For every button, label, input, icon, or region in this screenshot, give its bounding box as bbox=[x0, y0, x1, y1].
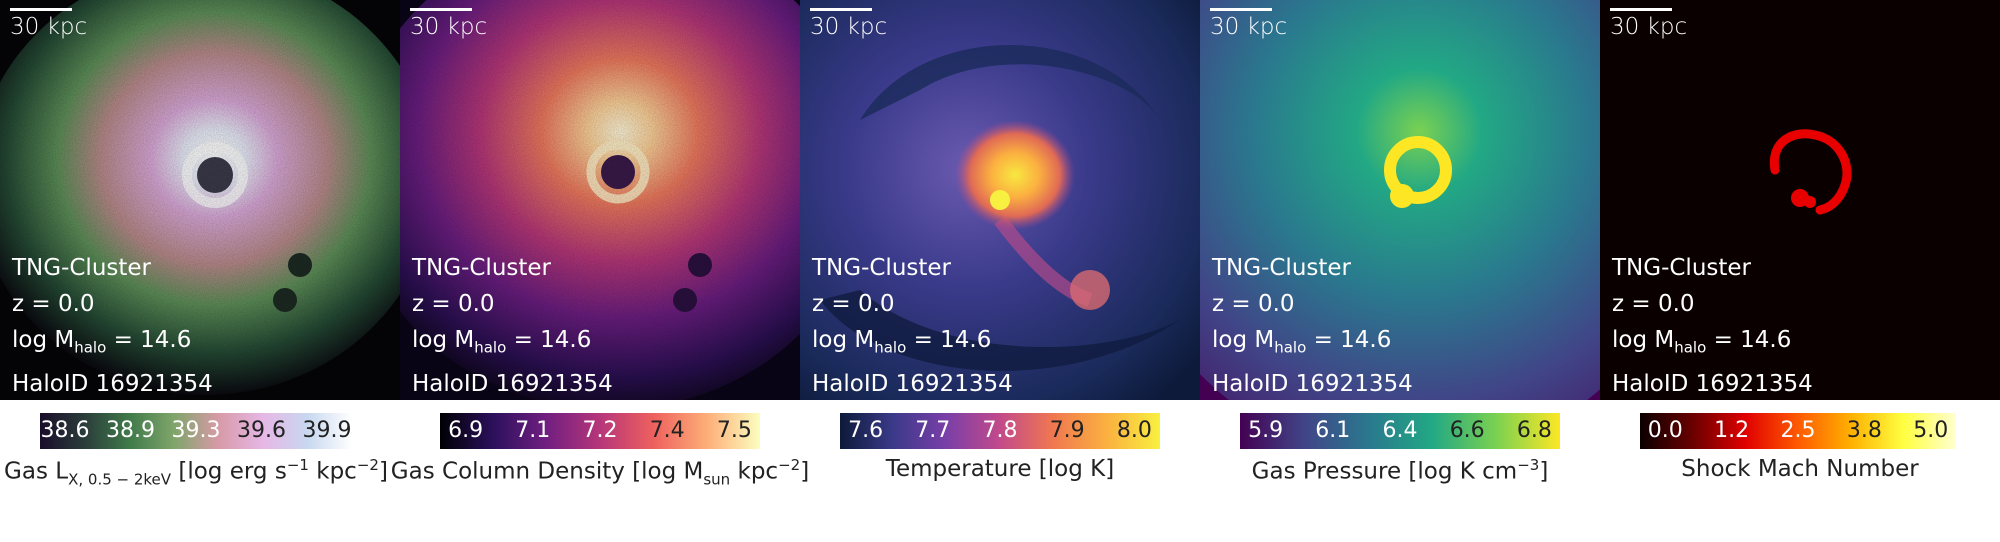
colorbar-label-temperature: Temperature [log K] bbox=[885, 456, 1115, 482]
panel-temperature: 30 kpc TNG-Cluster z = 0.0 log Mhalo = 1… bbox=[800, 0, 1200, 400]
halo-id-label: HaloID 16921354 bbox=[1612, 370, 1813, 397]
colorbar-tick-label: 6.1 bbox=[1315, 418, 1351, 443]
colorbar-shock-mach: 0.0 1.2 2.5 3.8 5.0 bbox=[1640, 413, 1956, 449]
colorbar-tick-label: 3.8 bbox=[1846, 418, 1882, 443]
xray-map-image bbox=[0, 0, 400, 400]
scale-bar bbox=[1210, 8, 1272, 11]
halo-mass-label: log Mhalo = 14.6 bbox=[12, 327, 192, 357]
colorbar-gradient bbox=[1640, 413, 1956, 449]
colorbar-tick-label: 39.9 bbox=[302, 418, 352, 443]
simulation-name: TNG-Cluster bbox=[812, 255, 952, 281]
colorbar-tick-label: 7.9 bbox=[1049, 418, 1085, 443]
scale-label: 30 kpc bbox=[410, 14, 488, 40]
halo-id-label: HaloID 16921354 bbox=[12, 370, 213, 397]
colorbar-column-density: 6.9 7.1 7.2 7.4 7.5 bbox=[440, 413, 760, 449]
pressure-map-image bbox=[1200, 0, 1600, 400]
colorbar-tick-label: 8.0 bbox=[1116, 418, 1152, 443]
colorbar-tick-label: 6.4 bbox=[1382, 418, 1418, 443]
shock-mach-map-image bbox=[1600, 0, 2000, 400]
halo-id-label: HaloID 16921354 bbox=[412, 370, 613, 397]
colorbar-tick-label: 38.6 bbox=[40, 418, 90, 443]
scale-label: 30 kpc bbox=[810, 14, 888, 40]
colorbar-tick-label: 39.3 bbox=[171, 418, 221, 443]
scale-label: 30 kpc bbox=[1210, 14, 1288, 40]
halo-id-label: HaloID 16921354 bbox=[1212, 370, 1413, 397]
colorbar-gradient bbox=[440, 413, 760, 449]
colorbar-tick-label: 38.9 bbox=[105, 418, 155, 443]
panel-pressure: 30 kpc TNG-Cluster z = 0.0 log Mhalo = 1… bbox=[1200, 0, 1600, 400]
colorbar-tick-label: 7.8 bbox=[982, 418, 1018, 443]
halo-mass-label: log Mhalo = 14.6 bbox=[812, 327, 992, 357]
scale-label: 30 kpc bbox=[10, 14, 88, 40]
colorbar-tick-label: 7.7 bbox=[915, 418, 951, 443]
colorbar-tick-label: 7.5 bbox=[716, 418, 752, 443]
redshift-label: z = 0.0 bbox=[1212, 291, 1295, 317]
colorbar-pressure: 5.9 6.1 6.4 6.6 6.8 bbox=[1240, 413, 1560, 449]
temperature-map-image bbox=[800, 0, 1200, 400]
scale-bar bbox=[410, 8, 472, 11]
colorbar-tick-label: 2.5 bbox=[1780, 418, 1816, 443]
halo-mass-label: log Mhalo = 14.6 bbox=[412, 327, 592, 357]
panel-info: TNG-Cluster z = 0.0 log Mhalo = 14.6 Hal… bbox=[12, 250, 213, 400]
scale-bar bbox=[1610, 8, 1672, 11]
panel-info: TNG-Cluster z = 0.0 log Mhalo = 14.6 Hal… bbox=[412, 250, 613, 400]
scale-bar bbox=[810, 8, 872, 11]
redshift-label: z = 0.0 bbox=[1612, 291, 1695, 317]
panel-column-density: 30 kpc TNG-Cluster z = 0.0 log Mhalo = 1… bbox=[400, 0, 800, 400]
halo-mass-label: log Mhalo = 14.6 bbox=[1612, 327, 1792, 357]
colorbar-tick-label: 6.6 bbox=[1449, 418, 1485, 443]
panel-info: TNG-Cluster z = 0.0 log Mhalo = 14.6 Hal… bbox=[812, 250, 1013, 400]
colorbar-gradient bbox=[1240, 413, 1560, 449]
colorbar-label-pressure: Gas Pressure [log K cm−3] bbox=[1251, 456, 1549, 485]
colorbar-label-xray: Gas LX, 0.5 − 2keV [log erg s−1 kpc−2] bbox=[4, 456, 388, 489]
simulation-name: TNG-Cluster bbox=[1612, 255, 1752, 281]
colorbar-tick-label: 0.0 bbox=[1647, 418, 1683, 443]
colorbar-tick-label: 5.0 bbox=[1913, 418, 1949, 443]
redshift-label: z = 0.0 bbox=[12, 291, 95, 317]
column-density-map-image bbox=[400, 0, 800, 400]
colorbar-tick-label: 7.4 bbox=[649, 418, 685, 443]
scale-label: 30 kpc bbox=[1610, 14, 1688, 40]
redshift-label: z = 0.0 bbox=[412, 291, 495, 317]
simulation-name: TNG-Cluster bbox=[412, 255, 552, 281]
halo-id-label: HaloID 16921354 bbox=[812, 370, 1013, 397]
colorbar-tick-label: 7.6 bbox=[848, 418, 884, 443]
colorbar-tick-label: 5.9 bbox=[1248, 418, 1284, 443]
redshift-label: z = 0.0 bbox=[812, 291, 895, 317]
colorbar-gradient bbox=[40, 413, 352, 449]
colorbar-temperature: 7.6 7.7 7.8 7.9 8.0 bbox=[840, 413, 1160, 449]
colorbar-tick-label: 6.8 bbox=[1516, 418, 1552, 443]
colorbar-xray: 38.6 38.9 39.3 39.6 39.9 bbox=[40, 413, 352, 449]
colorbar-tick-label: 39.6 bbox=[237, 418, 287, 443]
panel-info: TNG-Cluster z = 0.0 log Mhalo = 14.6 Hal… bbox=[1212, 250, 1413, 400]
panel-shock-mach: 30 kpc TNG-Cluster z = 0.0 log Mhalo = 1… bbox=[1600, 0, 2000, 400]
halo-mass-label: log Mhalo = 14.6 bbox=[1212, 327, 1392, 357]
colorbar-tick-label: 7.2 bbox=[582, 418, 618, 443]
colorbar-tick-label: 6.9 bbox=[448, 418, 484, 443]
colorbar-gradient bbox=[840, 413, 1160, 449]
simulation-name: TNG-Cluster bbox=[12, 255, 152, 281]
scale-bar bbox=[10, 8, 72, 11]
colorbar-label-column-density: Gas Column Density [log Msun kpc−2] bbox=[390, 456, 810, 489]
panel-xray: 30 kpc TNG-Cluster z = 0.0 log Mhalo = 1… bbox=[0, 0, 400, 400]
colorbar-tick-label: 7.1 bbox=[515, 418, 551, 443]
panel-info: TNG-Cluster z = 0.0 log Mhalo = 14.6 Hal… bbox=[1612, 250, 1813, 400]
simulation-name: TNG-Cluster bbox=[1212, 255, 1352, 281]
colorbar-label-shock-mach: Shock Mach Number bbox=[1681, 456, 1919, 482]
colorbar-tick-label: 1.2 bbox=[1714, 418, 1750, 443]
